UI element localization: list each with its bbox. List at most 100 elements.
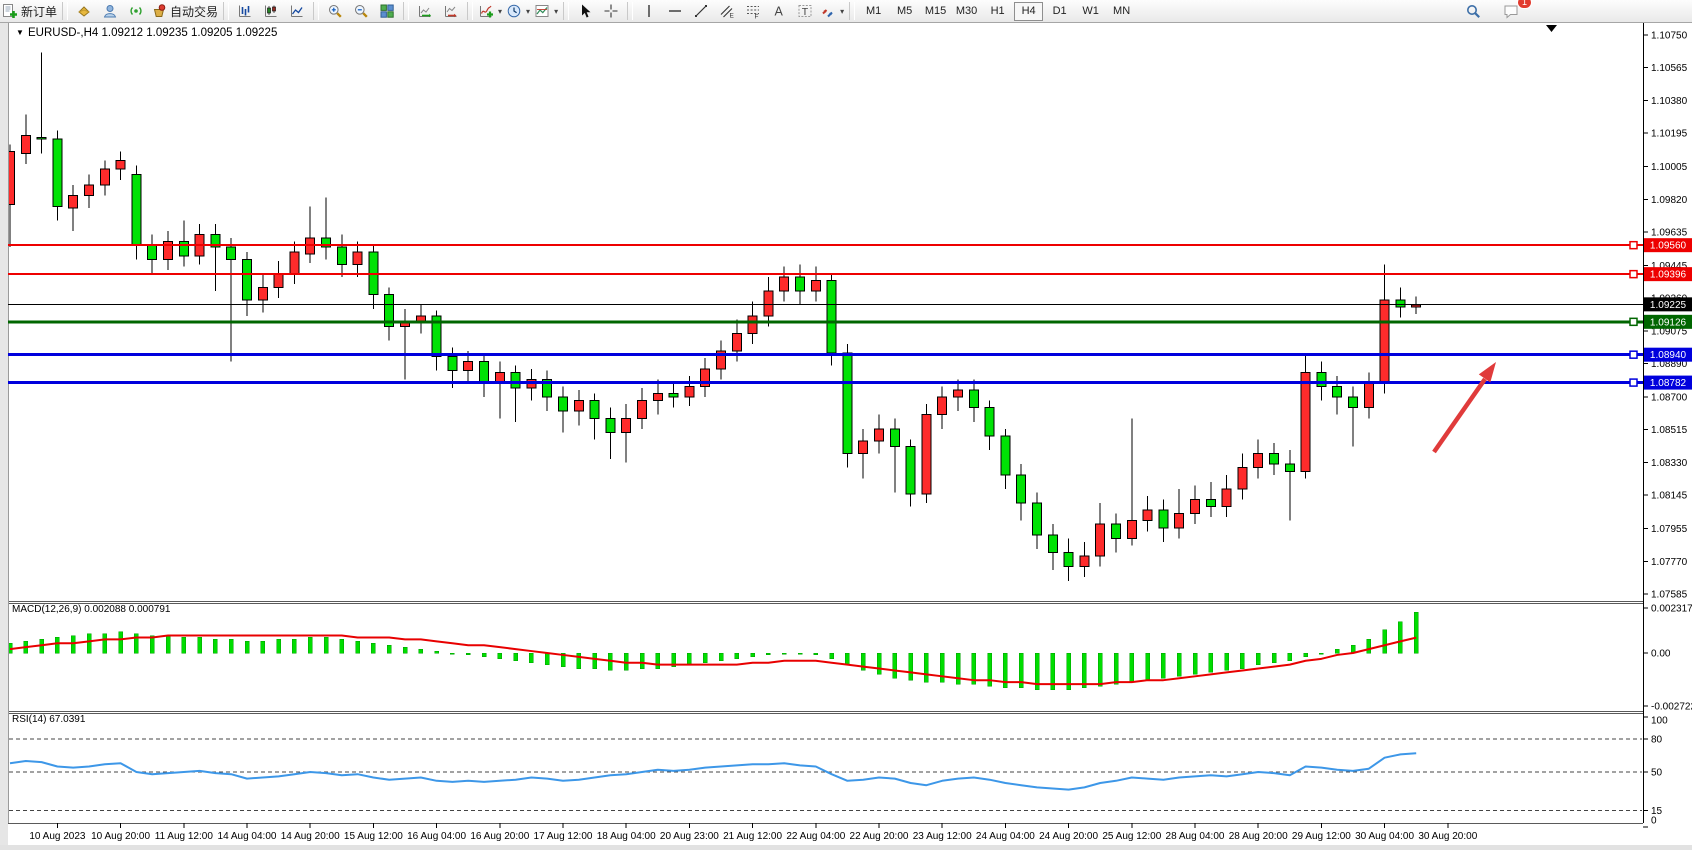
timeframe-button-h1[interactable]: H1 bbox=[990, 5, 1005, 17]
candle bbox=[953, 379, 963, 412]
date-axis: 10 Aug 2023 10 Aug 20:00 11 Aug 12:00 14 Au… bbox=[29, 823, 1478, 842]
price-tick-label: 1.10380 bbox=[1651, 96, 1688, 107]
candle bbox=[779, 266, 790, 302]
candle bbox=[321, 197, 331, 260]
timeframe-button-m5[interactable]: M5 bbox=[896, 5, 913, 17]
fibonacci-button[interactable]: F bbox=[740, 1, 766, 21]
periods-button[interactable]: ▾ bbox=[504, 1, 532, 21]
line-chart-button[interactable] bbox=[284, 1, 310, 21]
new-order-button[interactable]: 新订单 bbox=[0, 1, 59, 21]
toolbar-separator bbox=[627, 2, 634, 20]
candle bbox=[1095, 503, 1106, 567]
price-tag-label: 1.09560 bbox=[1650, 241, 1687, 252]
svg-text:F: F bbox=[755, 14, 759, 20]
tile-windows-button[interactable] bbox=[374, 1, 400, 21]
zoom-in-button[interactable] bbox=[322, 1, 348, 21]
quotes-button[interactable] bbox=[71, 1, 97, 21]
price-tick-label: 1.08890 bbox=[1651, 359, 1688, 370]
timeframe-button-m30[interactable]: M30 bbox=[955, 5, 978, 17]
candle bbox=[652, 379, 663, 415]
candle bbox=[52, 130, 63, 221]
price-tick-label: 1.10195 bbox=[1651, 129, 1688, 140]
toolbar-separator bbox=[849, 2, 856, 20]
fibonacci-icon: F bbox=[747, 6, 760, 20]
zoom-in-icon bbox=[329, 5, 342, 18]
chat-button[interactable]: 1 bbox=[1498, 0, 1532, 21]
timeframe-button-d1[interactable]: D1 bbox=[1052, 5, 1067, 17]
candle bbox=[1158, 499, 1169, 542]
rsi-label: RSI(14) 67.0391 bbox=[12, 714, 86, 725]
text-button[interactable]: A bbox=[766, 1, 792, 21]
price-tick-label: 1.08330 bbox=[1651, 458, 1688, 469]
indicators-button[interactable]: ▾ bbox=[476, 1, 504, 21]
trend-arrow-annotation[interactable] bbox=[1432, 362, 1496, 454]
arrows-button[interactable]: ▾ bbox=[818, 1, 846, 21]
rsi-axis-label: 100 bbox=[1651, 716, 1668, 727]
new-order-button-label: 新订单 bbox=[21, 4, 58, 19]
timeframe-button-m15[interactable]: M15 bbox=[924, 5, 947, 17]
symbol-quote-label: EURUSD-,H4 1.09212 1.09235 1.09205 1.092… bbox=[28, 27, 277, 39]
support-line-blue-1-handle[interactable] bbox=[1629, 350, 1638, 359]
trendline-button[interactable] bbox=[688, 1, 714, 21]
signals-button[interactable] bbox=[123, 1, 149, 21]
timeframe-button-h4[interactable]: H4 bbox=[1014, 1, 1044, 21]
arrows-icon bbox=[822, 9, 833, 18]
zoom-out-button[interactable] bbox=[348, 1, 374, 21]
text-label-button[interactable]: T bbox=[792, 1, 818, 21]
price-tick-label: 1.10005 bbox=[1651, 162, 1688, 173]
candle bbox=[1221, 474, 1232, 518]
candle bbox=[68, 185, 79, 232]
candle bbox=[1237, 453, 1248, 500]
candle bbox=[1016, 464, 1027, 521]
price-axis: 1.10750 1.10565 1.10380 1.10195 1.10005 1.098… bbox=[1643, 31, 1688, 601]
top-toolbar: 新订单 自动交易 ▾ ▾ ▾ E F A T ▾ M1 M5 M15 M30 H1 H4 D1 W1 MN 1 bbox=[0, 0, 1692, 23]
autotrading-icon bbox=[153, 4, 166, 17]
timeframe-button-w1[interactable]: W1 bbox=[1082, 5, 1099, 17]
price-tick-label: 1.09635 bbox=[1651, 227, 1688, 238]
bar-chart-button[interactable] bbox=[232, 1, 258, 21]
horizontal-line-button[interactable] bbox=[662, 1, 688, 21]
templates-icon bbox=[535, 5, 549, 17]
tile-windows-icon bbox=[380, 4, 394, 18]
candle bbox=[1269, 442, 1279, 475]
crosshair-icon bbox=[604, 4, 618, 18]
candle bbox=[700, 358, 711, 398]
resistance-line-1-handle[interactable] bbox=[1629, 240, 1638, 250]
chart-shift-button[interactable] bbox=[438, 1, 464, 21]
candle bbox=[1395, 287, 1406, 318]
resistance-line-2-handle[interactable] bbox=[1629, 269, 1638, 279]
crosshair-button[interactable] bbox=[598, 1, 624, 21]
candlestick-chart-button[interactable] bbox=[258, 1, 284, 21]
date-tick-label: 24 Aug 20:00 bbox=[1039, 831, 1098, 842]
date-tick-label: 18 Aug 04:00 bbox=[597, 831, 656, 842]
search-button[interactable] bbox=[1460, 1, 1486, 21]
templates-button[interactable]: ▾ bbox=[532, 1, 560, 21]
autotrading-button[interactable]: 自动交易 bbox=[149, 1, 220, 21]
equidistant-channel-button[interactable]: E bbox=[714, 1, 740, 21]
cursor-button[interactable] bbox=[572, 1, 598, 21]
candle bbox=[84, 174, 94, 209]
candle bbox=[937, 386, 948, 429]
timeframe-button-mn[interactable]: MN bbox=[1113, 5, 1131, 17]
text-icon: A bbox=[775, 5, 784, 19]
toolbar-separator bbox=[223, 2, 230, 20]
date-tick-label: 15 Aug 12:00 bbox=[344, 831, 403, 842]
candle bbox=[968, 379, 979, 422]
candle bbox=[558, 386, 568, 433]
timeframe-button-m1[interactable]: M1 bbox=[865, 5, 882, 17]
chat-icon bbox=[1504, 5, 1518, 19]
auto-scroll-button[interactable] bbox=[412, 1, 438, 21]
chart-shift-marker[interactable] bbox=[1546, 25, 1557, 32]
toolbar-separator bbox=[62, 2, 69, 20]
macd-axis-label: -0.002722 bbox=[1651, 701, 1692, 712]
support-line-blue-2-handle[interactable] bbox=[1629, 378, 1638, 387]
candle bbox=[1174, 488, 1185, 539]
navigator-button[interactable] bbox=[97, 1, 123, 21]
cursor-icon bbox=[582, 4, 591, 18]
candle bbox=[1063, 538, 1074, 581]
date-tick-label: 17 Aug 12:00 bbox=[534, 831, 593, 842]
vertical-line-button[interactable] bbox=[636, 1, 662, 21]
support-line-green-handle[interactable] bbox=[1629, 317, 1638, 327]
